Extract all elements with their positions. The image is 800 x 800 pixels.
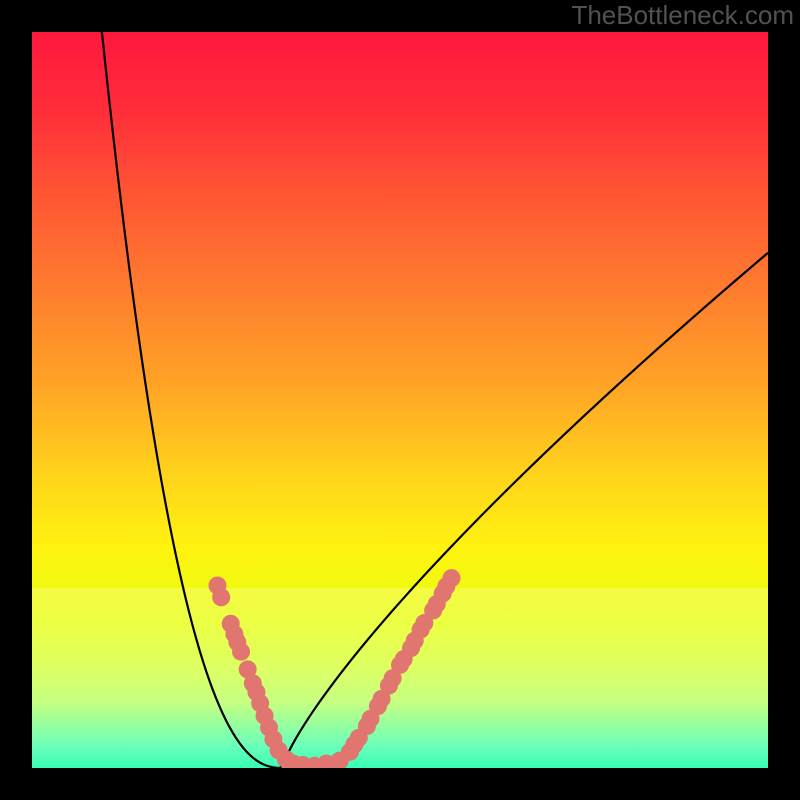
marker-dot (232, 643, 250, 661)
watermark-text: TheBottleneck.com (571, 0, 794, 31)
frame-border (768, 0, 800, 800)
chart-canvas: TheBottleneck.com (0, 0, 800, 800)
marker-dot (212, 588, 230, 606)
bottleneck-chart-svg (0, 0, 800, 800)
frame-border (0, 0, 32, 800)
marker-dot (443, 569, 461, 587)
frame-border (0, 768, 800, 800)
